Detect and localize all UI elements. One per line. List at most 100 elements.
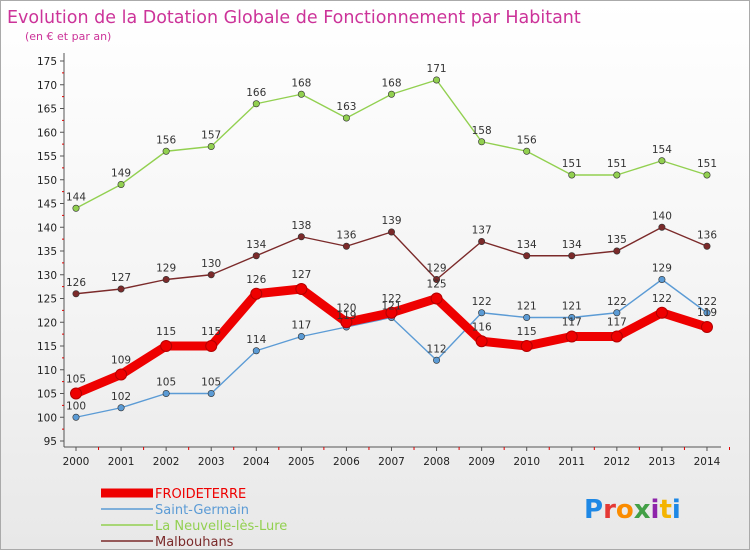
data-label: 122 [607, 296, 627, 308]
data-point [387, 228, 395, 236]
y-tick-label: 105 [37, 389, 57, 401]
data-point [703, 242, 711, 250]
data-label: 100 [66, 400, 86, 412]
data-label: 134 [517, 239, 537, 251]
data-label: 156 [156, 134, 176, 146]
data-label: 122 [697, 296, 717, 308]
data-label: 114 [246, 334, 266, 346]
axes: 95 100 105 110 115 120 125 130 135 140 145 150 155 16… [37, 53, 731, 468]
data-label: 168 [291, 77, 311, 89]
data-point [72, 204, 80, 212]
data-label: 119 [336, 310, 356, 322]
data-label: 139 [381, 215, 401, 227]
data-label: 121 [562, 301, 582, 313]
data-label: 116 [472, 321, 492, 333]
data-point [703, 171, 711, 179]
data-point [520, 340, 533, 352]
data-point [207, 389, 215, 397]
data-point [297, 332, 305, 340]
data-point [207, 271, 215, 279]
data-point [387, 90, 395, 98]
data-label: 120 [336, 302, 356, 314]
x-tick-label: 2000 [63, 456, 90, 468]
data-point [568, 313, 576, 321]
data-label: 112 [427, 343, 447, 355]
data-labels: 144 149 156 157 166 168 163 168 171 158 156 151 151 1… [66, 63, 717, 412]
data-point [658, 157, 666, 165]
data-point [252, 100, 260, 108]
data-label: 134 [562, 239, 582, 251]
y-tick-label: 135 [37, 246, 57, 258]
x-tick-label: 2001 [108, 456, 135, 468]
data-point [162, 389, 170, 397]
data-label: 151 [562, 158, 582, 170]
y-tick-label: 160 [37, 127, 57, 139]
data-label: 115 [201, 326, 221, 338]
x-tick-label: 2007 [378, 456, 405, 468]
y-tick-label: 115 [37, 341, 57, 353]
data-point [613, 247, 621, 255]
y-tick-label: 145 [37, 199, 57, 211]
data-point [655, 306, 668, 319]
y-tick-label: 155 [37, 151, 57, 163]
data-point [433, 76, 441, 84]
data-point [117, 181, 125, 189]
y-tick-label: 125 [37, 294, 57, 306]
data-label: 171 [427, 63, 447, 75]
x-tick-label: 2012 [603, 456, 630, 468]
data-point [250, 287, 263, 300]
data-point [115, 368, 128, 381]
logo-letter: x [634, 495, 651, 525]
logo-letter: i [651, 495, 660, 525]
data-label: 122 [381, 293, 401, 305]
data-label: 105 [156, 377, 176, 389]
legend-label: La Neuvelle-lès-Lure [155, 519, 287, 534]
data-label: 151 [607, 158, 627, 170]
legend-label: Malbouhans [155, 535, 234, 550]
legend-label: FROIDETERRE [155, 487, 246, 502]
data-point [162, 147, 170, 155]
data-point [297, 233, 305, 241]
x-tick-label: 2009 [468, 456, 495, 468]
y-tick-label: 175 [37, 56, 57, 68]
proxiti-logo: Proxiti [584, 495, 681, 525]
data-label: 158 [472, 125, 492, 137]
data-point [613, 171, 621, 179]
data-label: 109 [111, 355, 131, 367]
data-point [433, 275, 441, 283]
data-label: 154 [652, 144, 672, 156]
data-point [252, 252, 260, 260]
data-label: 129 [652, 263, 672, 275]
logo-text: Proxiti [584, 495, 681, 525]
series-layer [70, 76, 713, 421]
logo-letter: P [584, 495, 603, 525]
chart-subtitle: (en € et par an) [25, 30, 111, 43]
y-tick-label: 95 [44, 436, 57, 448]
data-label: 117 [291, 320, 311, 332]
y-tick-label: 165 [37, 104, 57, 116]
series-la-neuvelle-l-s-lure [72, 76, 711, 212]
x-tick-label: 2011 [558, 456, 585, 468]
data-point [252, 347, 260, 355]
x-tick-label: 2004 [243, 456, 270, 468]
x-tick-label: 2010 [513, 456, 540, 468]
data-point [478, 238, 486, 246]
data-point [70, 387, 82, 400]
x-tick-label: 2006 [333, 456, 360, 468]
chart-title: Evolution de la Dotation Globale de Fonc… [7, 8, 581, 28]
y-tick-label: 110 [37, 365, 57, 377]
data-label: 163 [336, 101, 356, 113]
data-point [295, 283, 308, 295]
data-label: 168 [381, 77, 401, 89]
data-label: 121 [381, 301, 401, 313]
x-tick-label: 2008 [423, 456, 450, 468]
data-point [207, 143, 215, 151]
data-label: 125 [427, 279, 447, 291]
data-point [703, 309, 711, 317]
data-label: 129 [427, 263, 447, 275]
x-tick-label: 2003 [198, 456, 225, 468]
data-label: 134 [246, 239, 266, 251]
x-tick-label: 2005 [288, 456, 315, 468]
data-label: 136 [697, 229, 717, 241]
